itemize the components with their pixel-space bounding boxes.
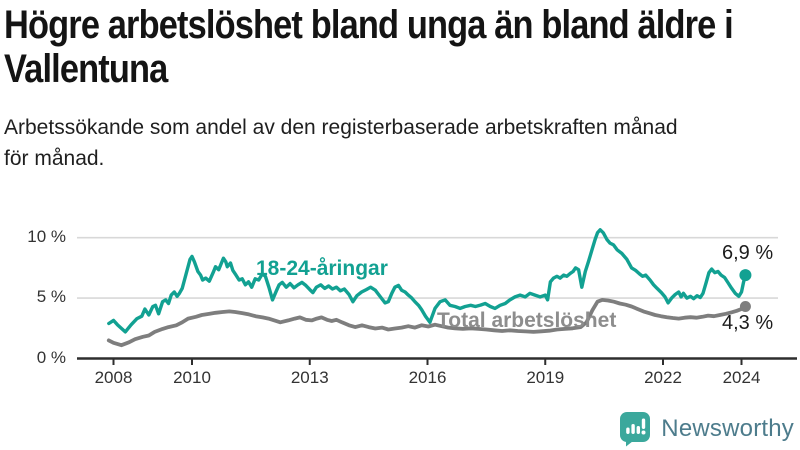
x-tick-label: 2019 xyxy=(526,368,565,387)
subtitle-line-2: för månad. xyxy=(4,147,105,170)
chart-subtitle: Arbetssökande som andel av den registerb… xyxy=(4,112,678,174)
bar-chart-speech-bubble-icon xyxy=(620,412,651,447)
subtitle-line-1: Arbetssökande som andel av den registerb… xyxy=(4,116,678,139)
newsworthy-logo: Newsworthy xyxy=(618,410,794,447)
series-end-dot xyxy=(739,301,751,313)
x-tick-label: 2016 xyxy=(408,368,447,387)
y-tick-label: 5 % xyxy=(36,287,66,307)
title-line-1: Högre arbetslöshet bland unga än bland ä… xyxy=(4,3,734,47)
end-value-18-24: 6,9 % xyxy=(722,242,774,264)
series-label-total: Total arbetslöshet xyxy=(437,309,617,332)
y-tick-label: 10 % xyxy=(27,226,66,246)
series-line xyxy=(106,298,748,348)
series-label-18-24: 18-24-åringar xyxy=(256,257,388,280)
x-tick-label: 2022 xyxy=(644,368,682,387)
end-value-total: 4,3 % xyxy=(722,312,774,334)
series-line xyxy=(107,228,748,334)
series-end-dot xyxy=(739,269,752,282)
y-tick-label: 0 % xyxy=(36,347,66,367)
title-line-2: Vallentuna xyxy=(4,47,168,91)
page-title: Högre arbetslöshet bland unga än bland ä… xyxy=(4,3,800,91)
x-tick-label: 2008 xyxy=(94,368,133,387)
x-tick-label: 2010 xyxy=(173,368,211,387)
newsworthy-logo-text: Newsworthy xyxy=(661,414,794,442)
x-tick-label: 2013 xyxy=(290,368,329,387)
x-tick-label: 2024 xyxy=(722,368,761,387)
